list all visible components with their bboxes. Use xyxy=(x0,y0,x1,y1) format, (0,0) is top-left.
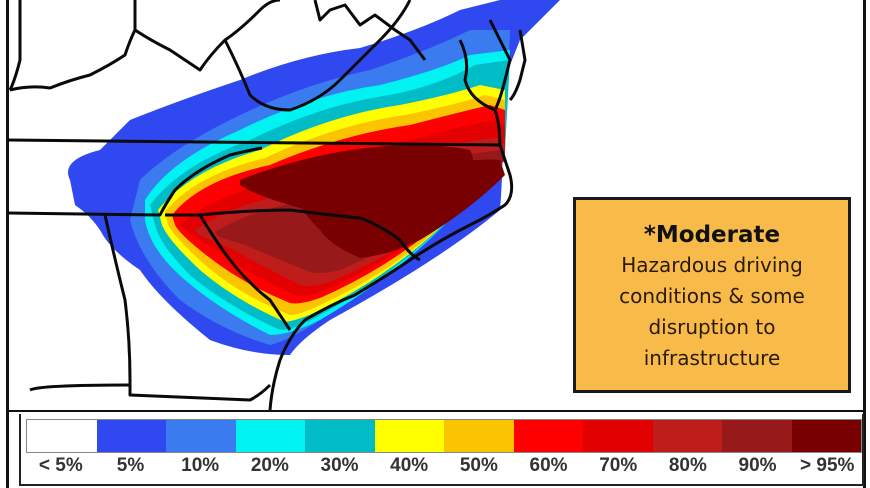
legend-label: 50% xyxy=(459,455,498,476)
probability-legend: < 5% 5% 10% 20% 30% 40% 50% 60% 70% 80% … xyxy=(19,414,864,486)
legend-swatch-60 xyxy=(513,420,583,452)
callout-line: Hazardous driving xyxy=(621,253,803,277)
legend-swatch-50 xyxy=(444,420,514,452)
legend-labels: < 5% 5% 10% 20% 30% 40% 50% 60% 70% 80% … xyxy=(26,455,862,477)
legend-swatch-90 xyxy=(722,420,792,452)
legend-swatch-20 xyxy=(235,420,305,452)
callout-line: disruption to xyxy=(648,315,776,339)
legend-label: 60% xyxy=(529,455,568,476)
legend-label: 10% xyxy=(181,455,220,476)
probability-bands xyxy=(68,0,560,355)
callout-title: *Moderate xyxy=(643,222,781,248)
severity-callout: *Moderate Hazardous driving conditions &… xyxy=(573,197,851,393)
callout-line: infrastructure xyxy=(643,346,781,370)
band-inner-nc xyxy=(240,145,474,220)
legend-swatch-40 xyxy=(374,420,444,452)
callout-body: Hazardous driving conditions & some disr… xyxy=(576,250,848,374)
legend-swatch-30 xyxy=(305,420,375,452)
legend-label: > 95% xyxy=(800,455,855,476)
legend-label: 30% xyxy=(320,455,359,476)
legend-label: 5% xyxy=(116,455,145,476)
legend-label: 80% xyxy=(668,455,707,476)
legend-swatch-10 xyxy=(166,420,236,452)
legend-label: 40% xyxy=(390,455,429,476)
legend-swatch-70 xyxy=(583,420,653,452)
legend-swatch-lt5 xyxy=(27,420,97,452)
probability-map xyxy=(7,0,560,411)
legend-label: 70% xyxy=(599,455,638,476)
legend-swatch-gt95 xyxy=(791,420,861,452)
legend-swatch-80 xyxy=(652,420,722,452)
map-divider xyxy=(6,410,866,412)
legend-swatches xyxy=(26,419,862,453)
legend-label: < 5% xyxy=(38,455,83,476)
callout-line: conditions & some xyxy=(619,284,805,308)
state-borders xyxy=(7,0,527,411)
legend-label: 20% xyxy=(250,455,289,476)
legend-label: 90% xyxy=(738,455,777,476)
legend-swatch-5 xyxy=(96,420,166,452)
